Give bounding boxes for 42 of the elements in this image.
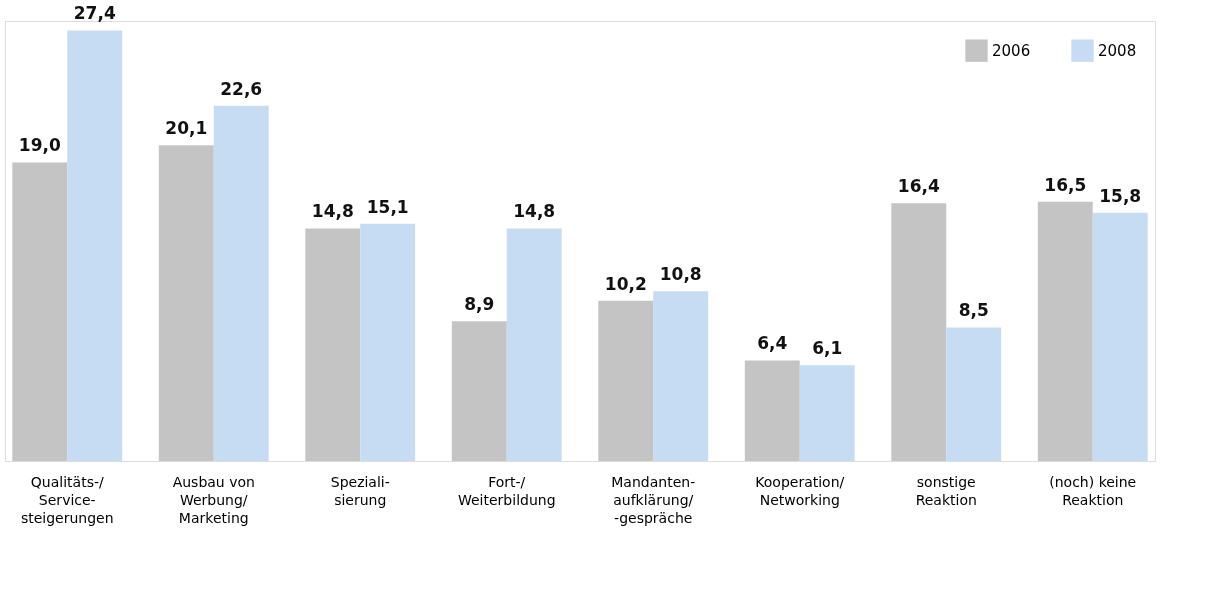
data-label: 27,4 xyxy=(73,3,116,24)
bar xyxy=(891,203,947,461)
data-label: 10,2 xyxy=(604,273,647,294)
x-tick-label: sonstige Reaktion xyxy=(915,473,977,508)
bar xyxy=(1037,201,1093,461)
x-tick-label: (noch) keine Reaktion xyxy=(1049,473,1137,508)
bar xyxy=(799,365,855,461)
data-label: 8,9 xyxy=(464,294,495,315)
x-tick-label: Kooperation/ Networking xyxy=(755,473,845,508)
bar xyxy=(12,162,68,461)
bar xyxy=(744,360,800,461)
data-label: 10,8 xyxy=(659,264,702,285)
bar xyxy=(213,105,269,461)
legend-label: 2008 xyxy=(1098,41,1137,60)
data-label: 6,4 xyxy=(757,333,788,354)
bar xyxy=(1092,212,1148,461)
data-label: 14,8 xyxy=(513,201,556,222)
data-label: 19,0 xyxy=(18,135,61,156)
data-label: 8,5 xyxy=(958,300,989,321)
legend-label: 2006 xyxy=(992,41,1031,60)
x-tick-label: Speziali- sierung xyxy=(330,473,390,508)
bar xyxy=(598,300,654,461)
bar xyxy=(67,30,123,461)
data-label: 15,8 xyxy=(1099,185,1142,206)
x-tick-label: Ausbau von Werbung/ Marketing xyxy=(172,473,255,526)
bar xyxy=(506,228,562,461)
x-tick-label: Fort-/ Weiterbildung xyxy=(457,473,556,508)
data-label: 15,1 xyxy=(366,196,409,217)
bar xyxy=(360,223,416,461)
data-label: 16,5 xyxy=(1044,174,1087,195)
data-label: 22,6 xyxy=(220,78,263,99)
data-label: 6,1 xyxy=(812,338,843,359)
data-label: 20,1 xyxy=(165,118,208,139)
bar xyxy=(946,327,1002,461)
bar xyxy=(158,145,214,461)
x-tick-label: Qualitäts-/ Service- steigerungen xyxy=(20,473,114,526)
data-label: 14,8 xyxy=(311,201,354,222)
bar xyxy=(653,291,709,461)
data-label: 16,4 xyxy=(897,176,940,197)
bar xyxy=(451,321,507,461)
bar xyxy=(305,228,361,461)
x-tick-label: Mandanten- aufklärung/ -gespräche xyxy=(611,473,696,526)
